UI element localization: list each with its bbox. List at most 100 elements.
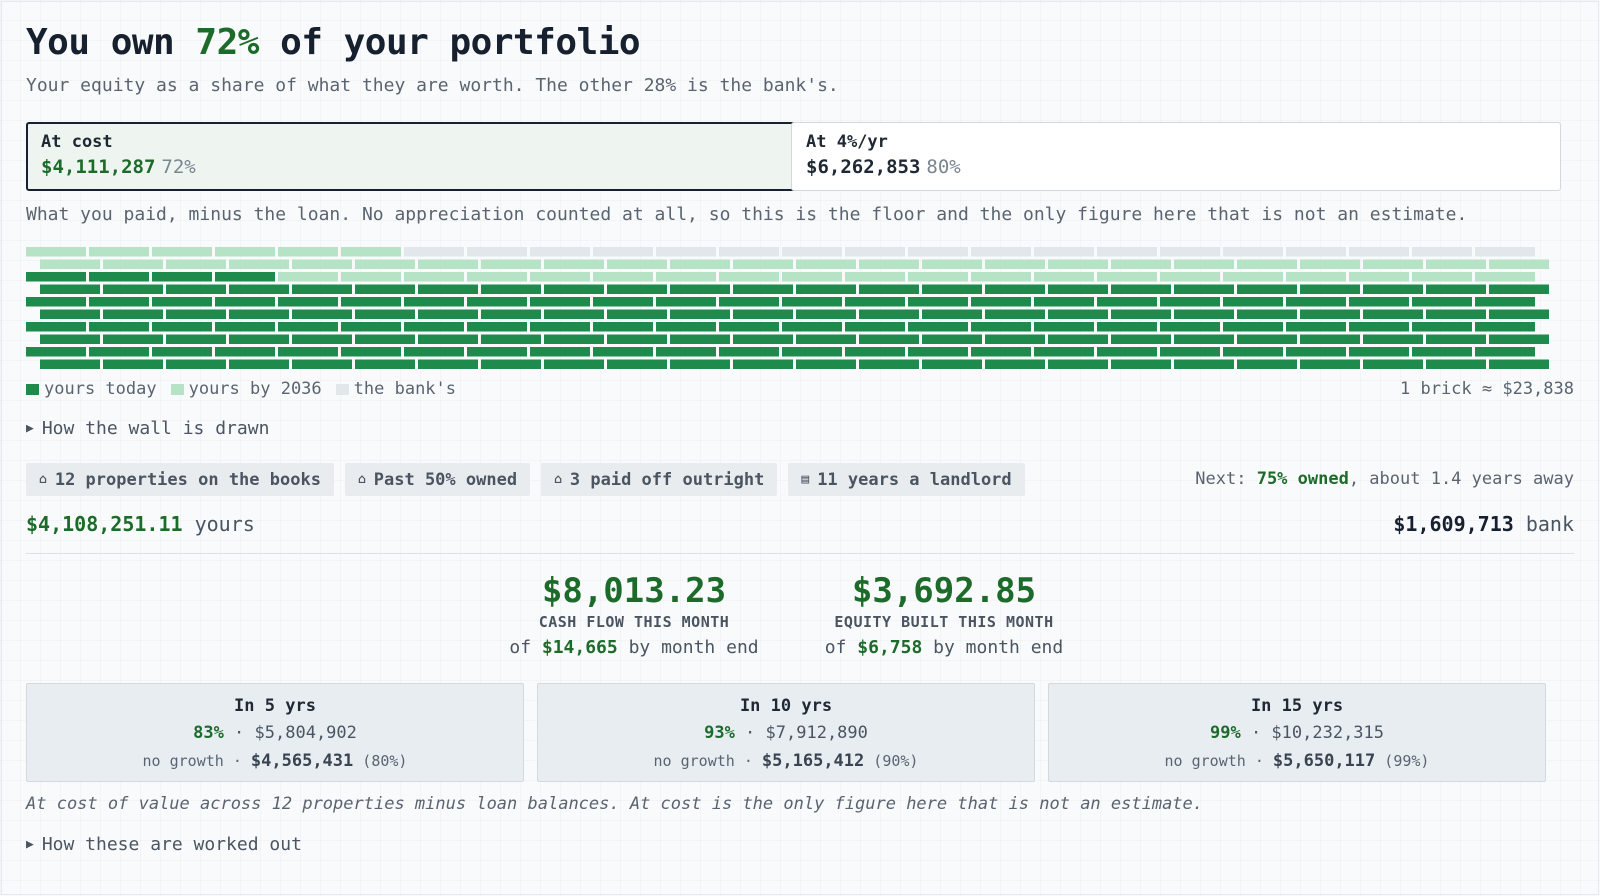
brick-yours-today xyxy=(152,322,212,332)
brick-yours-today xyxy=(292,309,352,319)
brick-yours-today xyxy=(607,334,667,344)
brick-yours-today xyxy=(89,297,149,307)
brick-yours-today xyxy=(1174,284,1234,294)
brick-yours-today xyxy=(229,309,289,319)
brick-yours-today xyxy=(166,309,226,319)
brick-yours-by-2036 xyxy=(796,259,856,269)
brick-yours-today xyxy=(229,284,289,294)
brick-yours-today xyxy=(859,334,919,344)
brick-yours-today xyxy=(292,284,352,294)
brick-yours-today xyxy=(40,309,100,319)
brick-yours-today xyxy=(1160,297,1220,307)
brick-yours-today xyxy=(1034,297,1094,307)
brick-yours-today xyxy=(859,359,919,369)
brick-yours-today xyxy=(1489,334,1549,344)
brick-yours-today xyxy=(1223,297,1283,307)
brick-bank xyxy=(1475,247,1535,257)
metric-value: $8,013.23 xyxy=(541,571,727,611)
brick-yours-today xyxy=(607,284,667,294)
brick-yours-by-2036 xyxy=(1223,272,1283,282)
brick-yours-today xyxy=(26,272,86,282)
brick-yours-today xyxy=(40,284,100,294)
brick-yours-today xyxy=(341,297,401,307)
brick-yours-today xyxy=(1349,297,1409,307)
brick-yours-today xyxy=(908,347,968,357)
wall-method-disclosure[interactable]: ▶ How the wall is drawn xyxy=(26,418,270,439)
brick-yours-by-2036 xyxy=(1048,259,1108,269)
brick-yours-today xyxy=(670,309,730,319)
brick-yours-by-2036 xyxy=(278,272,338,282)
brick-yours-by-2036 xyxy=(1300,259,1360,269)
brick-yours-today xyxy=(530,347,590,357)
brick-yours-today xyxy=(670,359,730,369)
brick-yours-by-2036 xyxy=(656,272,716,282)
brick-yours-today xyxy=(1489,309,1549,319)
brick-yours-today xyxy=(733,334,793,344)
brick-yours-today xyxy=(1475,322,1535,332)
wall-legend: yours today yours by 2036 the bank's xyxy=(26,379,456,399)
mode-toggle-at-cost[interactable]: At cost $4,111,287 72% xyxy=(26,122,796,191)
brick-yours-by-2036 xyxy=(215,247,275,257)
brick-yours-by-2036 xyxy=(481,259,541,269)
calculation-method-disclosure[interactable]: ▶ How these are worked out xyxy=(26,834,302,855)
brick-yours-today xyxy=(215,272,275,282)
footnote: At cost of value across 12 properties mi… xyxy=(26,794,1204,814)
brick-yours-today xyxy=(1426,284,1486,294)
bank-total: $1,609,713 bank xyxy=(1393,512,1574,536)
brick-yours-today xyxy=(1412,347,1472,357)
page-title: You own 72% of your portfolio xyxy=(26,22,641,63)
brick-yours-today xyxy=(1048,284,1108,294)
brick-yours-today xyxy=(1363,359,1423,369)
brick-yours-today xyxy=(215,322,275,332)
brick-yours-by-2036 xyxy=(971,272,1031,282)
brick-yours-today xyxy=(1111,284,1171,294)
brick-yours-today xyxy=(341,347,401,357)
brick-yours-today xyxy=(103,284,163,294)
brick-yours-today xyxy=(1174,309,1234,319)
legend-swatch-bank xyxy=(335,384,349,395)
brick-yours-today xyxy=(467,347,527,357)
brick-yours-today xyxy=(1237,359,1297,369)
brick-yours-today xyxy=(40,334,100,344)
metric-value: $3,692.85 xyxy=(851,571,1037,611)
brick-yours-today xyxy=(908,297,968,307)
next-milestone: Next: 75% owned, about 1.4 years away xyxy=(1195,469,1574,489)
metric-cash-flow: $8,013.23 CASH FLOW THIS MONTH of $14,66… xyxy=(484,571,784,658)
brick-yours-by-2036 xyxy=(341,247,401,257)
metric-target: of $14,665 by month end xyxy=(509,637,759,658)
brick-yours-by-2036 xyxy=(719,272,779,282)
brick-yours-by-2036 xyxy=(1286,272,1346,282)
brick-yours-today xyxy=(1300,334,1360,344)
projection-card: In 15 yrs 99% · $10,232,315 no growth · … xyxy=(1048,683,1546,782)
brick-yours-today xyxy=(418,309,478,319)
brick-yours-by-2036 xyxy=(467,272,527,282)
brick-yours-today xyxy=(656,322,716,332)
brick-yours-today xyxy=(481,359,541,369)
brick-yours-by-2036 xyxy=(341,272,401,282)
brick-yours-today xyxy=(845,322,905,332)
brick-yours-today xyxy=(103,359,163,369)
mode-toggle-appreciation[interactable]: At 4%/yr $6,262,853 80% xyxy=(791,122,1561,191)
metric-target: of $6,758 by month end xyxy=(824,637,1064,658)
brick-yours-today xyxy=(796,284,856,294)
brick-yours-today xyxy=(278,347,338,357)
brick-yours-today xyxy=(418,359,478,369)
brick-yours-today xyxy=(355,334,415,344)
badge-past-half: ⌂ Past 50% owned xyxy=(344,463,531,496)
brick-yours-by-2036 xyxy=(40,259,100,269)
brick-yours-today xyxy=(1300,309,1360,319)
brick-yours-today xyxy=(89,272,149,282)
brick-yours-by-2036 xyxy=(859,259,919,269)
brick-bank xyxy=(1412,247,1472,257)
brick-yours-today xyxy=(1363,309,1423,319)
brick-yours-today xyxy=(1363,284,1423,294)
brick-scale-note: 1 brick ≈ $23,838 xyxy=(1400,379,1574,399)
brick-yours-today xyxy=(1475,297,1535,307)
brick-yours-today xyxy=(1475,347,1535,357)
brick-bank xyxy=(404,247,464,257)
brick-yours-today xyxy=(103,334,163,344)
brick-yours-today xyxy=(719,297,779,307)
building-icon: ▤ xyxy=(801,472,810,487)
brick-bank xyxy=(1160,247,1220,257)
legend-yours-by: yours by 2036 xyxy=(170,379,322,399)
